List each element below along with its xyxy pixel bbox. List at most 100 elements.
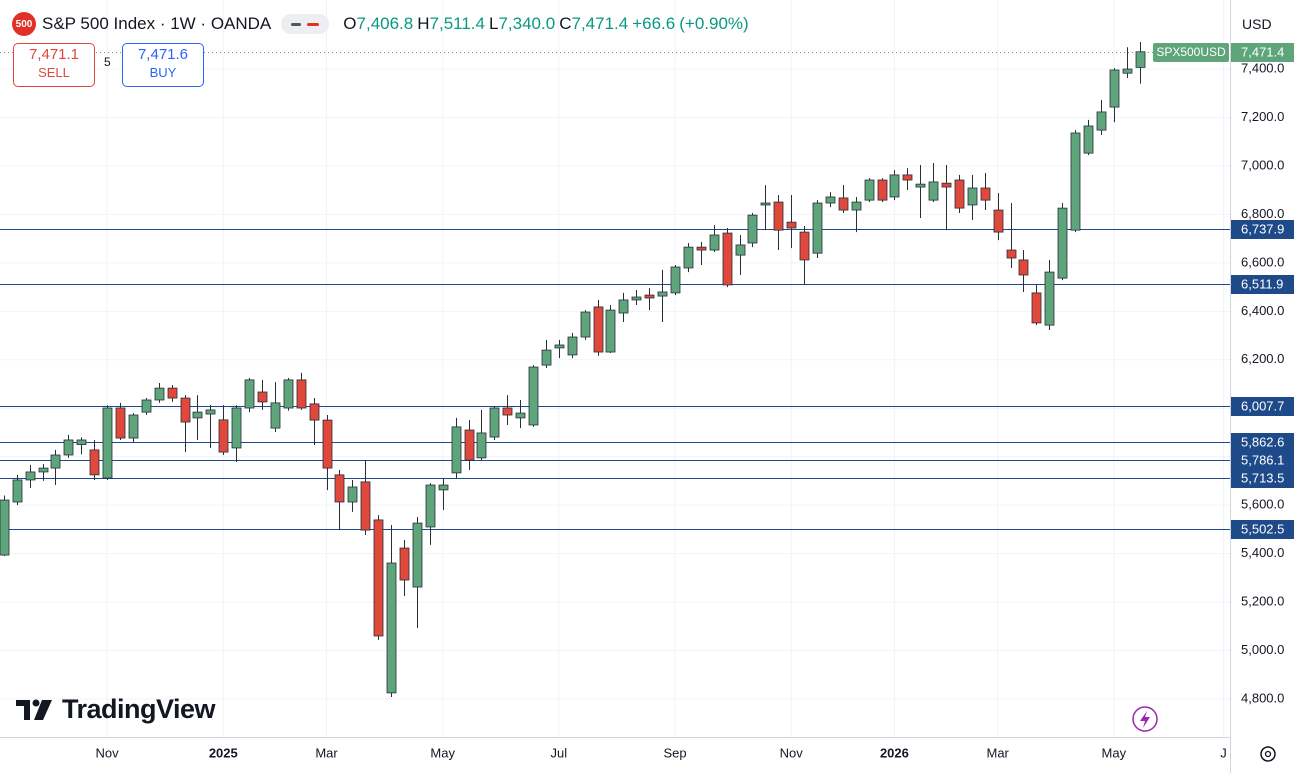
level-tag — [1231, 469, 1294, 488]
y-tick-label: 5,600.0 — [1241, 497, 1284, 512]
settings-icon[interactable] — [1260, 746, 1276, 762]
brand: TradingView — [16, 694, 216, 725]
candle-body — [838, 197, 849, 211]
candle-body — [25, 471, 36, 481]
candle-body — [709, 234, 720, 251]
buy-label: BUY — [149, 65, 177, 80]
candle-body — [580, 311, 591, 338]
candle-body — [322, 419, 333, 469]
candle-body — [115, 407, 126, 439]
symbol-label: SPX500USD — [1156, 45, 1226, 59]
candle-body — [541, 349, 552, 366]
level-label: 6,511.9 — [1241, 276, 1283, 291]
candle-body — [941, 182, 952, 188]
candle-body — [670, 266, 681, 294]
buy-button[interactable]: 7,471.6 BUY — [122, 43, 204, 87]
ohlc-key: H — [417, 14, 430, 33]
x-tick-label: Sep — [663, 745, 686, 760]
ohlc-key: O — [343, 14, 357, 33]
candle-body — [618, 299, 629, 314]
candle-body — [889, 174, 900, 198]
change: +66.6 — [632, 14, 676, 33]
y-tick-label: 6,600.0 — [1241, 254, 1284, 269]
candle-body — [980, 187, 991, 201]
candle-body — [102, 407, 113, 479]
candle-body — [915, 183, 926, 188]
level-label: 5,862.6 — [1241, 434, 1284, 449]
candle-body — [334, 474, 345, 503]
buy-price: 7,471.6 — [137, 46, 189, 63]
candle-body — [489, 407, 500, 438]
candle-body — [283, 379, 294, 409]
candle-body — [683, 246, 694, 269]
y-tick-label: 7,400.0 — [1241, 60, 1284, 75]
candle-body — [205, 409, 216, 415]
y-tick-label: 7,000.0 — [1241, 157, 1284, 172]
y-tick-label: 5,000.0 — [1241, 642, 1284, 657]
level-label: 5,786.1 — [1241, 452, 1284, 467]
candle-body — [309, 403, 320, 421]
ohlc-value: 7,406.8 — [356, 14, 414, 33]
sell-price: 7,471.1 — [28, 46, 80, 63]
level-label: 5,713.5 — [1241, 470, 1284, 485]
candle-body — [154, 387, 165, 401]
spread: 5 — [104, 55, 111, 69]
candle-body — [399, 547, 410, 581]
candle-body — [928, 181, 939, 201]
candle-body — [1109, 69, 1120, 108]
candle-body — [63, 439, 74, 456]
alert-bolt — [1140, 711, 1150, 728]
x-tick-label: Jul — [551, 745, 568, 760]
change-percent: (+0.90%) — [679, 14, 749, 33]
ohlc-key: C — [559, 14, 572, 33]
symbol-tag — [1153, 43, 1229, 62]
candle-body — [567, 336, 578, 356]
candle-body — [1135, 51, 1146, 68]
x-tick-label: Mar — [986, 745, 1009, 760]
level-tag — [1231, 433, 1294, 452]
candle-body — [360, 481, 371, 531]
indicator-toggle[interactable] — [281, 14, 330, 34]
candle-body — [464, 429, 475, 461]
brand-name: TradingView — [62, 694, 216, 724]
candle-body — [631, 296, 642, 301]
candle-body — [954, 179, 965, 209]
candle-body — [386, 562, 397, 694]
level-tag — [1231, 220, 1294, 239]
x-tick-label: Mar — [315, 745, 338, 760]
candle-body — [735, 244, 746, 256]
level-tag — [1231, 451, 1294, 470]
y-tick-label: 6,400.0 — [1241, 303, 1284, 318]
candle-body — [502, 407, 513, 416]
candle-body — [244, 379, 255, 409]
y-tick-label: 6,200.0 — [1241, 351, 1284, 366]
candle-body — [141, 399, 152, 413]
ohlc-readout: O7,406.8 H7,511.4 L7,340.0 C7,471.4 — [339, 14, 628, 34]
candle-body — [1006, 249, 1017, 259]
x-tick-label: May — [430, 745, 455, 760]
y-tick-label: 7,200.0 — [1241, 109, 1284, 124]
header: 500 S&P 500 Index · 1W · OANDA O7,406.8 H… — [12, 12, 749, 36]
candle-body — [89, 449, 100, 476]
candle-body — [0, 499, 10, 556]
candle-body — [554, 344, 565, 349]
candle-body — [1096, 111, 1107, 131]
ohlc-key: L — [489, 14, 499, 33]
candle-body — [192, 411, 203, 419]
candle-body — [515, 412, 526, 419]
candle-body — [851, 201, 862, 211]
candle-body — [231, 407, 242, 449]
ohlc-value: 7,340.0 — [498, 14, 556, 33]
candle-body — [528, 366, 539, 426]
candle-body — [425, 484, 436, 528]
candle-body — [864, 179, 875, 201]
candle-body — [76, 439, 87, 445]
currency[interactable]: USD — [1242, 16, 1272, 32]
sell-button[interactable]: 7,471.1 SELL — [13, 43, 95, 87]
x-tick-label: Nov — [96, 745, 120, 760]
x-tick-label: May — [1102, 745, 1127, 760]
ohlc-value: 7,471.4 — [571, 14, 629, 33]
candle-body — [347, 486, 358, 503]
alert-icon[interactable] — [1132, 706, 1158, 732]
